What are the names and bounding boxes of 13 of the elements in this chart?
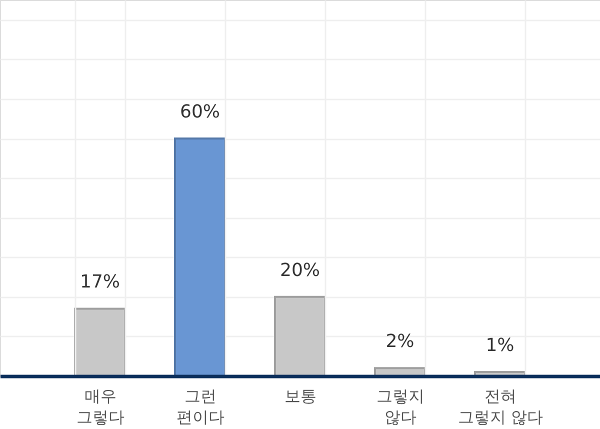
x-tick-label: 보통 <box>284 386 316 406</box>
x-tick-label: 전혀 그렇지 않다 <box>458 386 544 426</box>
bar <box>274 296 326 377</box>
data-label: 60% <box>180 102 220 123</box>
bar <box>74 308 126 377</box>
data-label: 1% <box>486 335 514 356</box>
x-tick-label: 그런 편이다 <box>176 386 224 426</box>
data-label: 17% <box>80 272 120 293</box>
data-label: 2% <box>386 331 414 352</box>
x-tick-label: 그렇지 않다 <box>376 386 424 426</box>
x-tick-label: 매우 그렇다 <box>76 386 124 426</box>
data-label: 20% <box>280 260 320 281</box>
bar <box>174 138 226 377</box>
